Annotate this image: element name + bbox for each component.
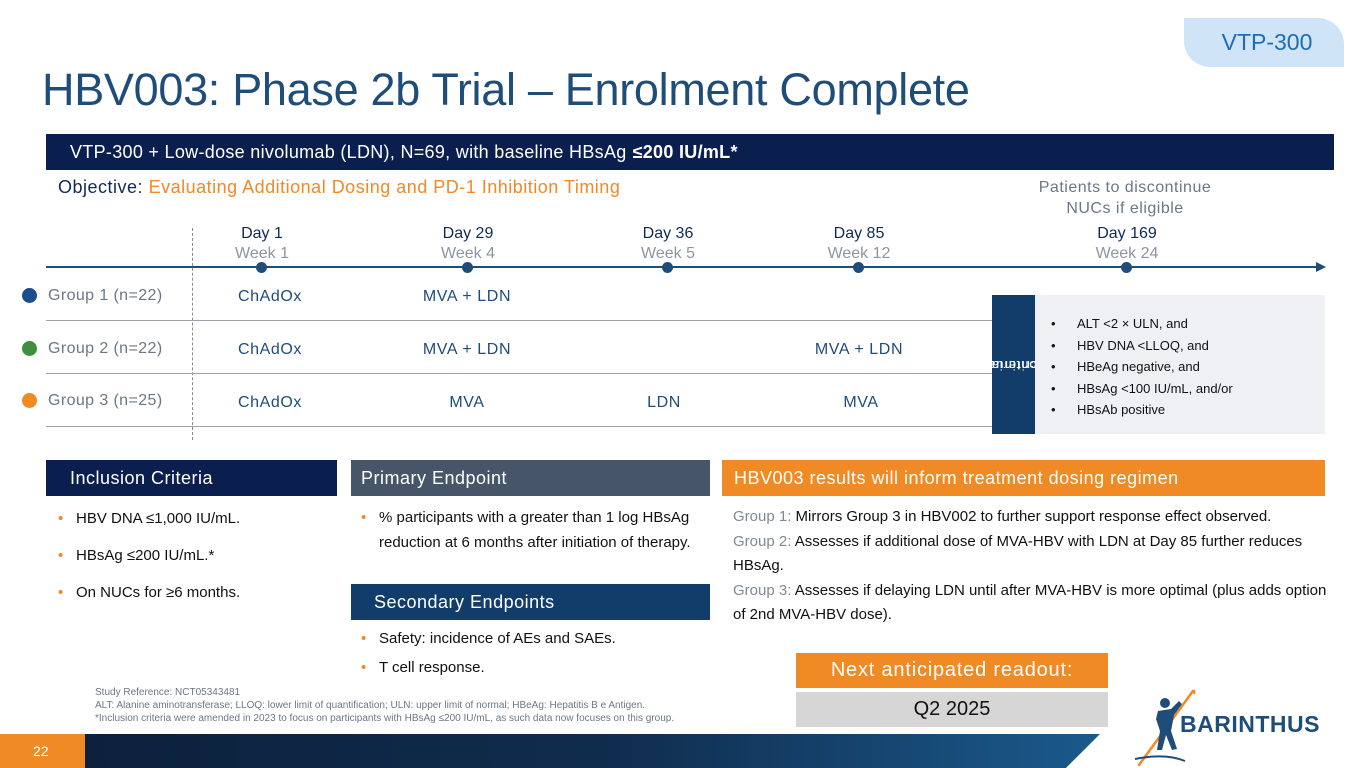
timeline-marker: [1121, 262, 1132, 273]
product-tag: VTP-300: [1184, 18, 1344, 67]
results-group1-text: Mirrors Group 3 in HBV002 to further sup…: [795, 508, 1272, 525]
footnote-line: *Inclusion criteria were amended in 2023…: [95, 713, 675, 724]
group3-day85: MVA: [843, 394, 879, 411]
timepoint-day36: Day 36 Week 5: [598, 224, 738, 264]
patients-note-line1: Patients to discontinue: [1038, 179, 1212, 196]
study-banner: VTP-300 + Low-dose nivolumab (LDN), N=69…: [46, 134, 1334, 170]
list-item: HBV DNA ≤1,000 IU/mL.: [56, 509, 336, 529]
group2-day29: MVA + LDN: [422, 341, 512, 358]
timeline-marker: [662, 262, 673, 273]
timeline-marker: [462, 262, 473, 273]
group3-day29: MVA: [449, 394, 485, 411]
timepoint-day85: Day 85 Week 12: [789, 224, 929, 264]
footnote-line: Study Reference: NCT05343481: [95, 687, 241, 698]
criteria-item: ALT <2 × ULN, and: [1051, 313, 1325, 335]
timeline-arrow-icon: [1316, 262, 1326, 272]
row-divider: [46, 426, 992, 427]
results-group1-label: Group 1:: [733, 508, 792, 525]
timepoint-week: Week 5: [641, 245, 695, 262]
criteria-item: HBV DNA <LLOQ, and: [1051, 335, 1325, 357]
results-header: HBV003 results will inform treatment dos…: [722, 460, 1325, 496]
timepoint-week: Week 24: [1095, 245, 1159, 262]
results-group2: Group 2: Assesses if additional dose of …: [733, 530, 1328, 579]
baseline-divider: [192, 228, 193, 440]
criteria-item: HBeAg negative, and: [1051, 356, 1325, 378]
timepoint-day: Day 1: [241, 225, 283, 242]
group2-day85: MVA + LDN: [814, 341, 904, 358]
results-text: Group 1: Mirrors Group 3 in HBV002 to fu…: [733, 505, 1328, 628]
inclusion-header: Inclusion Criteria: [46, 460, 337, 496]
timepoint-day: Day 85: [833, 225, 885, 242]
banner-bold: ≤200 IU/mL*: [632, 141, 738, 162]
row-divider: [46, 320, 992, 321]
secondary-endpoints-header: Secondary Endpoints: [351, 584, 710, 620]
objective-label: Objective:: [58, 177, 144, 197]
list-item: Safety: incidence of AEs and SAEs.: [359, 629, 699, 649]
results-group3-label: Group 3:: [733, 581, 792, 599]
results-group1: Group 1: Mirrors Group 3 in HBV002 to fu…: [733, 505, 1328, 530]
group1-day1: ChAdOx: [237, 288, 303, 305]
inclusion-list: HBV DNA ≤1,000 IU/mL. HBsAg ≤200 IU/mL.*…: [56, 509, 336, 620]
criteria-item: HBsAg <100 IU/mL, and/or: [1051, 378, 1325, 400]
patients-note-line2: NUCs if eligible: [1066, 200, 1184, 217]
group3-label: Group 3 (n=25): [48, 392, 163, 409]
discontinuation-criteria: ALT <2 × ULN, and HBV DNA <LLOQ, and HBe…: [1035, 295, 1325, 434]
secondary-endpoints-list: Safety: incidence of AEs and SAEs. T cel…: [359, 629, 699, 687]
results-group3: Group 3: Assesses if delaying LDN until …: [733, 579, 1328, 628]
results-group2-text: Assesses if additional dose of MVA-HBV w…: [733, 532, 1303, 575]
discontinuation-label: Discontinuation criteria: [962, 295, 1065, 434]
timepoint-week: Week 1: [235, 245, 289, 262]
timeline-marker: [256, 262, 267, 273]
group3-day36: LDN: [647, 394, 681, 411]
objective: Objective: Evaluating Additional Dosing …: [58, 177, 620, 198]
page-number: 22: [0, 734, 85, 768]
timepoint-day: Day 169: [1097, 225, 1157, 242]
list-item: % participants with a greater than 1 log…: [359, 506, 699, 555]
discontinuation-label-line2: criteria: [989, 357, 1038, 373]
logo-text: BARINTHUS: [1180, 711, 1320, 737]
paddler-icon: [1134, 689, 1196, 767]
readout-value: Q2 2025: [796, 692, 1108, 727]
results-group2-label: Group 2:: [733, 532, 792, 550]
page-title: HBV003: Phase 2b Trial – Enrolment Compl…: [42, 64, 970, 115]
footnote-line: ALT: Alanine aminotransferase; LLOQ: low…: [95, 700, 646, 711]
group1-dot-icon: [22, 288, 37, 303]
timepoint-day169: Day 169 Week 24: [1057, 224, 1197, 264]
group2-dot-icon: [22, 341, 37, 356]
readout-label: Next anticipated readout:: [796, 653, 1108, 688]
group2-label: Group 2 (n=22): [48, 340, 163, 357]
footer-bar: [0, 734, 1100, 768]
group3-dot-icon: [22, 393, 37, 408]
criteria-item: HBsAb positive: [1051, 399, 1325, 421]
patients-note: Patients to discontinue NUCs if eligible: [1000, 177, 1250, 219]
timepoint-day29: Day 29 Week 4: [398, 224, 538, 264]
primary-endpoint-header: Primary Endpoint: [351, 460, 710, 496]
group1-day29: MVA + LDN: [422, 288, 512, 305]
banner-text: VTP-300 + Low-dose nivolumab (LDN), N=69…: [70, 141, 627, 162]
list-item: HBsAg ≤200 IU/mL.*: [56, 546, 336, 566]
objective-text: Evaluating Additional Dosing and PD-1 In…: [148, 177, 621, 197]
group3-day1: ChAdOx: [237, 394, 303, 411]
list-item: On NUCs for ≥6 months.: [56, 583, 336, 603]
primary-endpoint-list: % participants with a greater than 1 log…: [359, 506, 699, 555]
timepoint-week: Week 4: [441, 245, 495, 262]
group1-label: Group 1 (n=22): [48, 287, 163, 304]
timeline-marker: [853, 262, 864, 273]
timepoint-day1: Day 1 Week 1: [192, 224, 332, 264]
list-item: T cell response.: [359, 658, 699, 678]
group2-day1: ChAdOx: [237, 341, 303, 358]
timepoint-day: Day 29: [442, 225, 494, 242]
timepoint-week: Week 12: [827, 245, 891, 262]
timeline-axis: [46, 266, 1318, 268]
timepoint-day: Day 36: [642, 225, 694, 242]
footnotes: Study Reference: NCT05343481 ALT: Alanin…: [95, 686, 674, 725]
row-divider: [46, 373, 992, 374]
results-group3-text: Assesses if delaying LDN until after MVA…: [733, 581, 1327, 624]
